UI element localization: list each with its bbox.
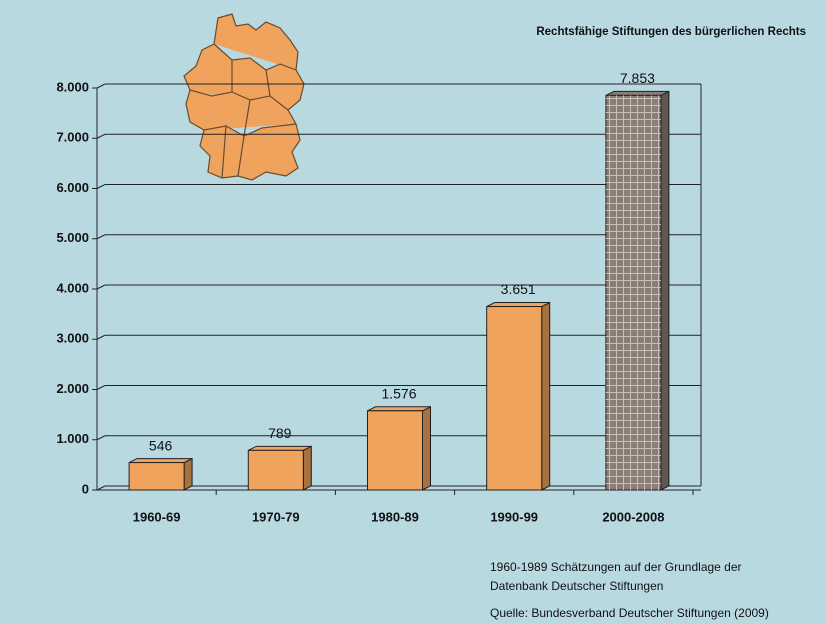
bar-side-shade bbox=[660, 91, 669, 490]
x-tick-label: 1990-99 bbox=[490, 509, 538, 524]
value-label: 3.651 bbox=[501, 281, 536, 297]
grid-line bbox=[96, 234, 106, 240]
y-tick-label: 6.000 bbox=[56, 180, 89, 195]
grid-line bbox=[96, 184, 106, 189]
note: 1960-1989 Schätzungen auf der Grundlage … bbox=[490, 560, 742, 574]
grid-line bbox=[96, 485, 106, 491]
y-tick-label: 5.000 bbox=[56, 230, 89, 245]
y-tick-label: 2.000 bbox=[56, 381, 89, 396]
chart-title: Rechtsfähige Stiftungen des bürgerlichen… bbox=[536, 26, 806, 38]
value-label: 546 bbox=[149, 437, 173, 453]
grid-line bbox=[96, 133, 106, 139]
x-tick-label: 1980-89 bbox=[371, 509, 419, 524]
x-tick-label: 1970-79 bbox=[252, 509, 300, 524]
bar-top bbox=[486, 302, 550, 308]
bar-top bbox=[367, 406, 431, 412]
germany-map bbox=[183, 13, 305, 181]
value-label: 1.576 bbox=[381, 386, 416, 402]
bar-side-shade bbox=[303, 446, 312, 490]
y-tick-label: 3.000 bbox=[56, 331, 89, 346]
bar bbox=[247, 449, 304, 491]
y-tick-label: 1.000 bbox=[56, 431, 89, 446]
y-tick-label: 7.000 bbox=[56, 130, 89, 145]
grid-line bbox=[96, 435, 106, 441]
grid-line bbox=[96, 385, 106, 390]
y-tick-label: 0 bbox=[82, 481, 89, 496]
bar bbox=[367, 410, 423, 491]
bar-top bbox=[605, 90, 670, 96]
bar-hatch bbox=[605, 95, 661, 490]
bar-top bbox=[248, 445, 312, 451]
bar-side-shade bbox=[422, 406, 431, 490]
bar-side-shade bbox=[541, 302, 550, 490]
x-tick-label: 1960-69 bbox=[133, 509, 181, 524]
x-tick-label: 2000-2008 bbox=[602, 509, 664, 524]
value-label: 7.853 bbox=[620, 70, 655, 86]
bar-side-shade bbox=[184, 458, 193, 490]
grid-line bbox=[96, 334, 106, 340]
grid-line bbox=[96, 83, 106, 89]
y-tick-label: 8.000 bbox=[56, 79, 89, 94]
source: Quelle: Bundesverband Deutscher Stiftung… bbox=[490, 606, 769, 620]
grid-line bbox=[96, 284, 106, 290]
bar bbox=[486, 306, 543, 491]
value-label: 789 bbox=[268, 425, 292, 441]
y-tick-label: 4.000 bbox=[56, 280, 89, 295]
bar-top bbox=[128, 458, 193, 464]
bar bbox=[128, 462, 185, 491]
note: Datenbank Deutscher Stiftungen bbox=[490, 579, 663, 593]
